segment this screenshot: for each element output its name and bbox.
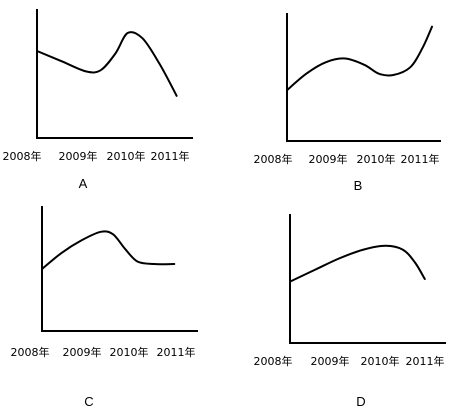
panel-label: C	[84, 394, 93, 409]
axes	[41, 206, 198, 332]
x-tick-label: 2011年	[401, 152, 440, 166]
panel-label: B	[354, 178, 363, 193]
x-tick-label: 2011年	[157, 345, 196, 359]
chart-panel-c: 2008年 2009年 2010年 2011年 C	[11, 206, 198, 409]
axes	[36, 9, 193, 139]
x-tick-label: 2010年	[357, 152, 396, 166]
x-tick-label: 2009年	[59, 149, 98, 163]
x-tick-label: 2008年	[11, 345, 50, 359]
x-tick-label: 2010年	[107, 149, 146, 163]
x-tick-label: 2009年	[311, 354, 350, 368]
axes	[289, 214, 446, 344]
data-line	[41, 230, 176, 270]
panel-label: A	[79, 176, 88, 191]
x-tick-label: 2010年	[361, 354, 400, 368]
axes	[286, 13, 441, 142]
x-tick-label: 2009年	[63, 345, 102, 359]
chart-panel-a: 2008年 2009年 2010年 2011年 A	[3, 9, 193, 191]
panel-label: D	[356, 394, 365, 409]
data-line	[36, 31, 178, 97]
x-tick-label: 2008年	[254, 354, 293, 368]
x-tick-label: 2008年	[3, 149, 42, 163]
x-tick-label: 2008年	[254, 152, 293, 166]
x-tick-label: 2009年	[309, 152, 348, 166]
data-line	[289, 244, 426, 283]
data-line	[286, 25, 433, 92]
chart-panel-d: 2008年 2009年 2010年 2011年 D	[254, 214, 446, 409]
x-tick-label: 2010年	[110, 345, 149, 359]
chart-panel-b: 2008年 2009年 2010年 2011年 B	[254, 13, 441, 193]
x-tick-label: 2011年	[151, 149, 190, 163]
x-tick-label: 2011年	[406, 354, 445, 368]
